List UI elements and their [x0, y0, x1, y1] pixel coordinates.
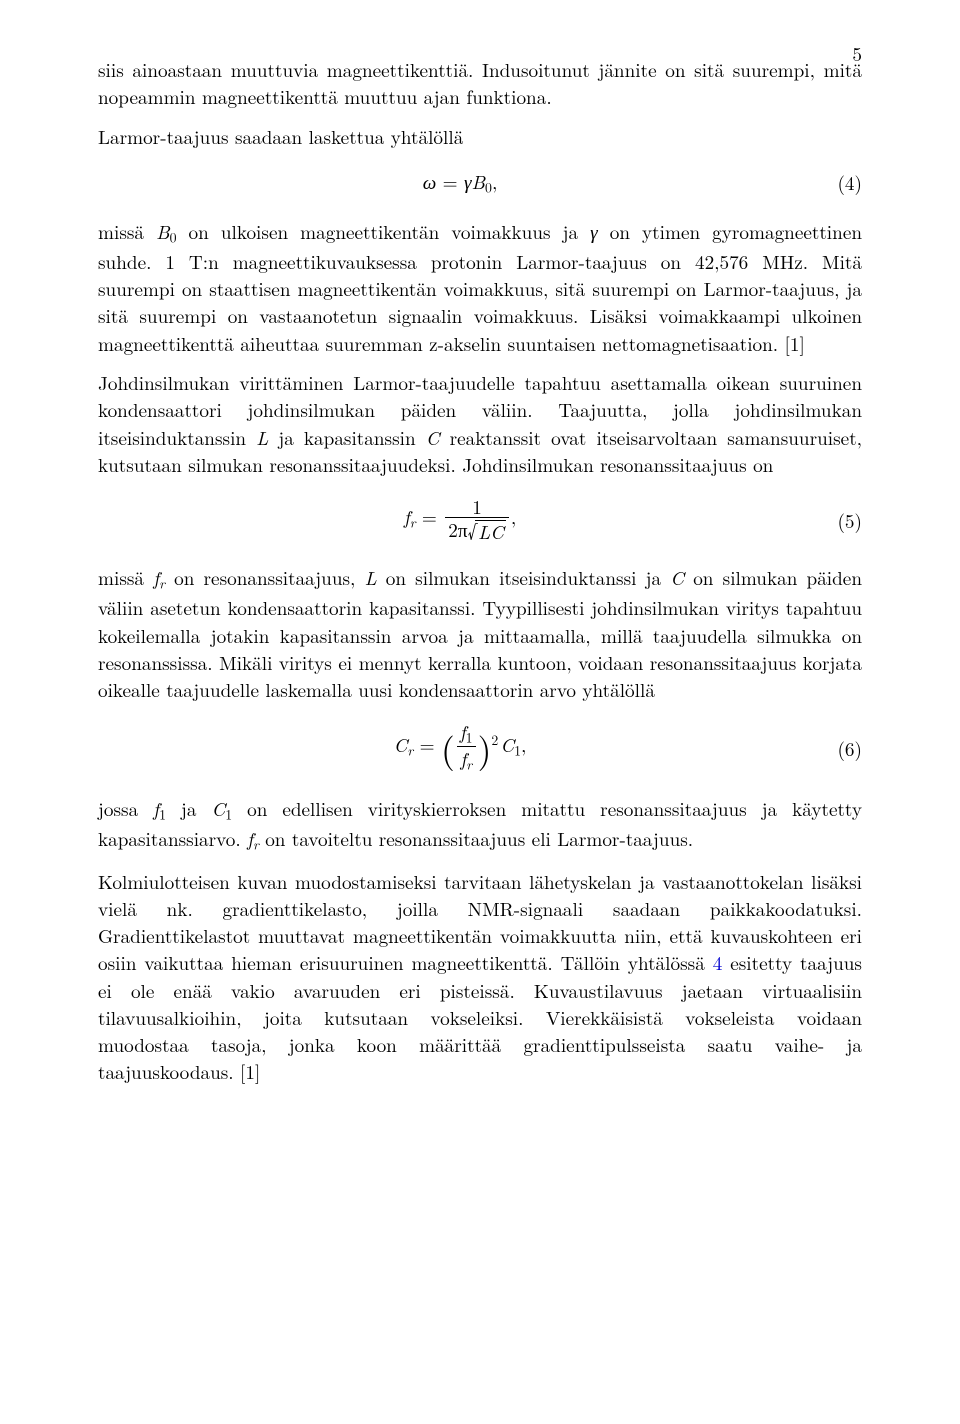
p6-d: on tavoiteltu resonanssitaajuus eli Larm… — [259, 824, 693, 852]
eq4-omega: ω — [423, 167, 437, 195]
eq4-gamma: γ — [464, 167, 472, 195]
left-paren-icon: ( — [441, 733, 455, 765]
eq5-2pi: 2π — [448, 515, 467, 543]
eq5-L: L — [478, 517, 490, 545]
equation-5: fr = 12π√LC, — [98, 496, 822, 544]
p5-C: C — [670, 563, 684, 591]
paragraph-6: jossa f1 ja C1 on edellisen virityskierr… — [98, 795, 862, 855]
eq6-sq: 2 — [491, 731, 498, 751]
eq6-frac: f1fr — [457, 721, 476, 775]
eq4-comma: , — [492, 167, 497, 195]
eq5-frac: 12π√LC — [445, 496, 509, 544]
paragraph-7: Kolmiulotteisen kuvan muodostamiseksi ta… — [98, 868, 862, 1086]
equation-ref-link[interactable]: 4 — [713, 948, 723, 976]
page-number: 5 — [852, 40, 862, 67]
p6-b: ja — [166, 794, 211, 822]
paragraph-5: missä fr on resonanssitaajuus, L on silm… — [98, 564, 862, 703]
eq6-comma: , — [521, 731, 526, 759]
p5-b: on resonanssitaajuus, — [165, 563, 365, 591]
p3-zero: 0 — [170, 227, 177, 247]
equation-5-number: (5) — [822, 507, 862, 534]
p4-C: C — [426, 423, 440, 451]
eq5-eq: = — [416, 502, 444, 530]
eq6-C1sub: 1 — [514, 741, 521, 761]
equation-6: Cr = (f1fr)2C1, — [98, 721, 822, 775]
p5-c: on silmukan itseisinduktanssi ja — [377, 563, 671, 591]
p6-a: jossa — [98, 794, 153, 822]
equation-6-row: Cr = (f1fr)2C1, (6) — [98, 721, 862, 775]
p3-b: on ulkoisen magneettikentän voimakkuus j… — [177, 217, 591, 245]
p3-B: B — [156, 217, 170, 245]
eq5-comma: , — [511, 502, 516, 530]
eq6-C: C — [394, 731, 408, 759]
equation-5-row: fr = 12π√LC, (5) — [98, 496, 862, 544]
eq4-B: B — [472, 167, 486, 195]
paragraph-2: Larmor-taajuus saadaan laskettua yhtälöl… — [98, 123, 862, 150]
paragraph-1: siis ainoastaan muuttuvia magneettikentt… — [98, 56, 862, 111]
paper-page: 5 siis ainoastaan muuttuvia magneettiken… — [0, 0, 960, 1424]
eq5-C: C — [490, 517, 504, 545]
paragraph-4: Johdinsilmukan virittäminen Larmor-taaju… — [98, 369, 862, 478]
p4-b: ja kapasitanssin — [268, 423, 426, 451]
right-paren-icon: ) — [478, 733, 492, 765]
paragraph-3: missä B0 on ulkoisen magneettikentän voi… — [98, 218, 862, 357]
p4-L: L — [256, 423, 268, 451]
p6-C: C — [211, 794, 225, 822]
eq5-sqrt: √LC — [468, 520, 506, 542]
eq6-rr: r — [466, 755, 472, 775]
p3-gamma: γ — [590, 217, 598, 245]
eq6-eq: = — [413, 731, 441, 759]
equation-4-number: (4) — [822, 169, 862, 196]
equation-6-number: (6) — [822, 735, 862, 762]
eq4-eq: = — [436, 167, 464, 195]
p5-a: missä — [98, 563, 153, 591]
p3-a: missä — [98, 217, 156, 245]
p5-L: L — [365, 563, 377, 591]
eq6-one: 1 — [466, 728, 473, 748]
eq4-zero: 0 — [485, 177, 492, 197]
eq6-C1: C — [500, 731, 514, 759]
equation-4: ω = γB0, — [98, 168, 822, 198]
equation-4-row: ω = γB0, (4) — [98, 168, 862, 198]
p6-one: 1 — [159, 805, 166, 825]
